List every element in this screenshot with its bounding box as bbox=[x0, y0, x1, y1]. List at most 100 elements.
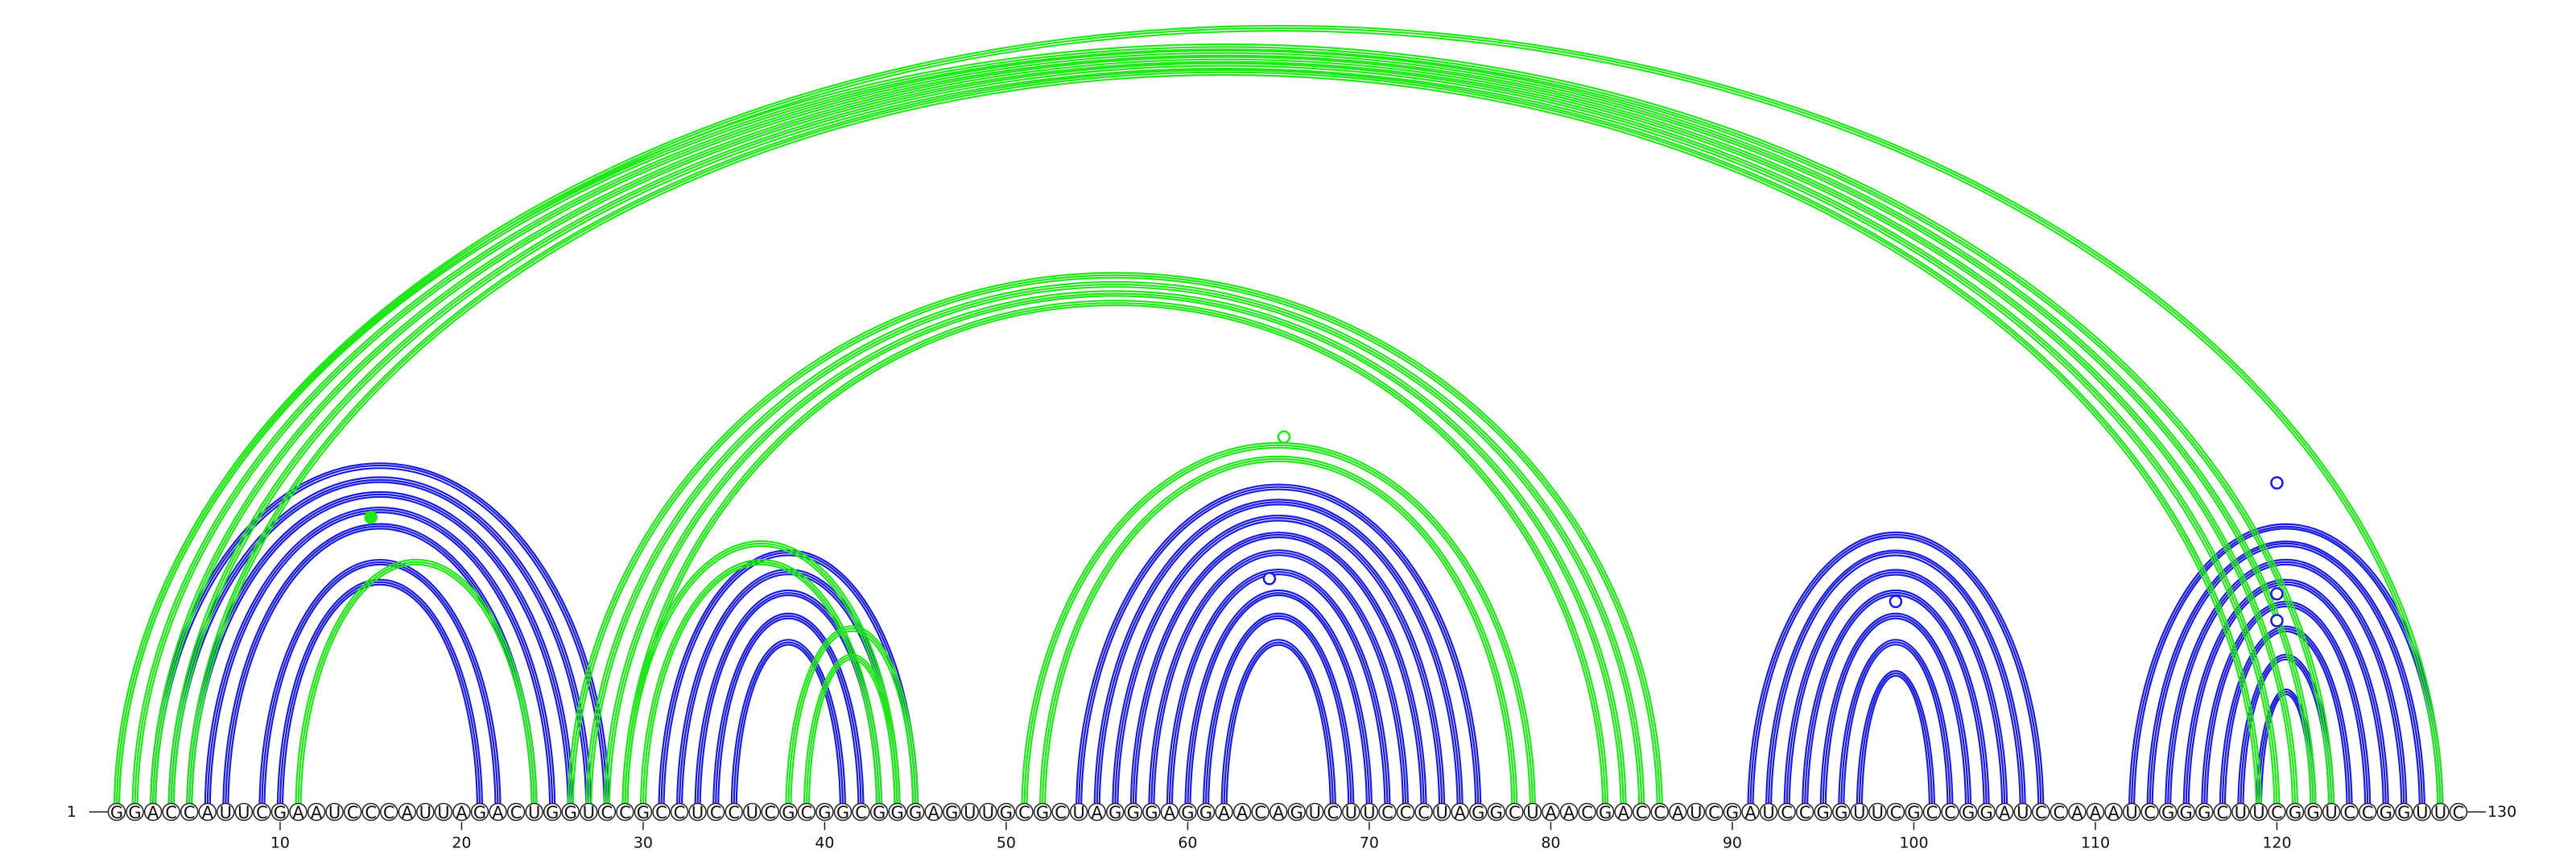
base-pair-arc-blue bbox=[2165, 558, 2408, 813]
base-pair-arc-green bbox=[150, 56, 2299, 813]
svg-text:C: C bbox=[2271, 803, 2283, 822]
base-pair-arc-blue bbox=[1840, 641, 1951, 813]
base-pair-arc-blue bbox=[1129, 531, 1427, 813]
base-pair-arc-blue bbox=[2206, 605, 2367, 813]
base-pair-arc-green bbox=[188, 71, 2260, 813]
svg-text:U: U bbox=[2125, 803, 2137, 822]
svg-text:A: A bbox=[2090, 803, 2102, 822]
nucleotide: C bbox=[616, 802, 634, 822]
base-pair-arc-blue bbox=[1819, 612, 1972, 813]
svg-text:G: G bbox=[1907, 803, 1920, 822]
base-pair-arc-blue bbox=[1838, 639, 1954, 813]
base-pair-arc-blue bbox=[1093, 499, 1463, 813]
base-pair-arc-blue bbox=[276, 578, 484, 813]
nucleotide: C bbox=[2032, 802, 2050, 822]
base-pair-arc-green bbox=[626, 544, 896, 813]
svg-text:G: G bbox=[1036, 803, 1049, 822]
svg-text:G: G bbox=[1962, 803, 1975, 822]
base-pair-arc-blue bbox=[191, 495, 569, 813]
svg-text:90: 90 bbox=[1723, 834, 1742, 852]
nucleotide: U bbox=[2413, 802, 2432, 822]
base-pair-arc-green bbox=[621, 540, 901, 813]
nucleotide: G bbox=[779, 802, 798, 822]
base-pair-arc-blue bbox=[1223, 641, 1334, 813]
nucleotide: A bbox=[1559, 802, 1579, 822]
base-pair-arc-blue bbox=[1150, 552, 1407, 813]
svg-text:A: A bbox=[1273, 803, 1285, 822]
nucleotide: G bbox=[1124, 802, 1143, 822]
nucleotide: G bbox=[1106, 802, 1125, 822]
base-pair-arc-blue bbox=[1184, 590, 1373, 813]
svg-text:C: C bbox=[855, 803, 867, 822]
nucleotide: U bbox=[416, 802, 435, 822]
base-pair-arc-green bbox=[642, 561, 881, 813]
base-pair-arc-blue bbox=[170, 478, 590, 813]
svg-text:G: G bbox=[2306, 803, 2319, 822]
markers-layer bbox=[364, 430, 2284, 627]
nucleotide: C bbox=[1650, 802, 1669, 822]
nucleotide: A bbox=[1614, 802, 1633, 822]
nucleotide: G bbox=[470, 802, 489, 822]
base-pair-arc-blue bbox=[1747, 531, 2045, 813]
svg-text:C: C bbox=[601, 803, 613, 822]
svg-text:C: C bbox=[365, 803, 377, 822]
nucleotide: C bbox=[506, 802, 526, 822]
nucleotide: A bbox=[1160, 802, 1179, 822]
nucleotide: G bbox=[2285, 802, 2305, 822]
nucleotide: C bbox=[852, 802, 870, 822]
nucleotide: U bbox=[743, 802, 762, 822]
svg-text:U: U bbox=[1762, 803, 1774, 822]
base-pair-arc-green bbox=[167, 62, 2281, 813]
nucleotide: C bbox=[2268, 802, 2286, 822]
svg-text:G: G bbox=[2289, 803, 2301, 822]
svg-text:G: G bbox=[1199, 803, 1212, 822]
arc-marker bbox=[1889, 594, 1903, 608]
svg-text:C: C bbox=[2216, 803, 2228, 822]
arc-marker bbox=[2270, 614, 2284, 627]
nucleotide: C bbox=[1886, 802, 1905, 822]
base-pair-arc-blue bbox=[1767, 552, 2024, 813]
nucleotide: U bbox=[2013, 802, 2032, 822]
base-pair-arc-blue bbox=[660, 552, 917, 813]
nucleotide: C bbox=[2358, 802, 2377, 822]
nucleotide: C bbox=[2140, 802, 2159, 822]
nucleotide: C bbox=[2050, 802, 2069, 822]
svg-text:C: C bbox=[1327, 803, 1340, 822]
nucleotide: G bbox=[888, 802, 906, 822]
base-pair-arc-blue bbox=[1204, 615, 1352, 813]
svg-text:G: G bbox=[637, 803, 650, 822]
nucleotide: G bbox=[561, 802, 580, 822]
nucleotide: C bbox=[1777, 802, 1796, 822]
base-pair-arc-blue bbox=[2132, 528, 2439, 813]
nucleotide: C bbox=[1378, 802, 1397, 822]
svg-text:A: A bbox=[202, 803, 214, 822]
svg-text:A: A bbox=[1164, 803, 1176, 822]
nucleotide: G bbox=[543, 802, 562, 822]
svg-text:U: U bbox=[528, 803, 540, 822]
svg-text:G: G bbox=[1108, 803, 1121, 822]
svg-text:G: G bbox=[1726, 803, 1739, 822]
nucleotide: U bbox=[1306, 802, 1324, 822]
base-pair-arc-blue bbox=[733, 641, 844, 813]
base-pair-arc-blue bbox=[1075, 483, 1482, 813]
base-pair-arc-blue bbox=[208, 511, 551, 813]
nucleotide: A bbox=[1232, 802, 1252, 822]
end-label: 130 bbox=[2487, 803, 2516, 821]
base-pair-arc-green bbox=[297, 561, 535, 813]
base-pair-arc-green bbox=[136, 54, 2312, 813]
svg-text:A: A bbox=[492, 803, 504, 822]
nucleotide: A bbox=[2068, 802, 2087, 822]
nucleotide: A bbox=[198, 802, 217, 822]
nucleotide: A bbox=[398, 802, 417, 822]
svg-text:A: A bbox=[1236, 803, 1249, 822]
svg-text:A: A bbox=[292, 803, 304, 822]
base-pair-arc-blue bbox=[1117, 519, 1441, 813]
base-pair-arc-green bbox=[172, 67, 2276, 813]
base-pair-arc-blue bbox=[2203, 602, 2369, 813]
base-pair-arc-blue bbox=[658, 549, 919, 813]
svg-text:U: U bbox=[1345, 803, 1357, 822]
base-pair-arc-blue bbox=[2151, 544, 2421, 813]
axis-layer: 1 130 bbox=[67, 803, 2516, 821]
svg-text:C: C bbox=[347, 803, 359, 822]
base-pair-arc-blue bbox=[206, 509, 554, 813]
